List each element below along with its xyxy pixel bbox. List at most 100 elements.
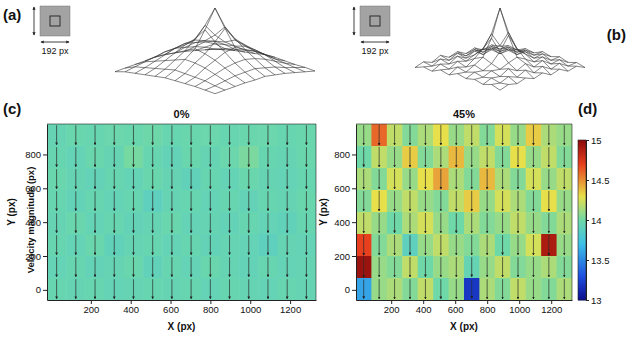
cell <box>220 256 240 279</box>
vector <box>440 125 441 145</box>
cell <box>182 278 202 300</box>
wire-column <box>205 67 305 90</box>
vector <box>287 191 288 211</box>
tick-mark <box>586 140 589 141</box>
cell <box>557 124 572 147</box>
axis-title: Y (px) <box>318 198 329 226</box>
vector <box>394 169 395 189</box>
vector <box>287 213 288 232</box>
cell <box>105 146 125 169</box>
tick: 200 <box>83 300 99 315</box>
vector <box>363 125 364 145</box>
vector <box>210 191 211 211</box>
cell <box>495 124 511 147</box>
cell <box>433 234 449 257</box>
tick-mark <box>586 300 589 301</box>
vector <box>394 125 395 145</box>
vector <box>440 213 441 233</box>
vector <box>456 213 457 233</box>
cell <box>47 212 67 235</box>
vector <box>502 147 503 167</box>
wire-column <box>155 25 255 76</box>
vector <box>229 213 230 233</box>
vector <box>171 125 172 145</box>
cell <box>510 124 526 147</box>
wire-row <box>155 30 255 80</box>
vector <box>75 213 76 233</box>
cell <box>66 234 86 257</box>
tick: 800 <box>25 149 47 160</box>
cell <box>356 278 372 300</box>
tick-mark <box>352 154 356 155</box>
vector <box>471 191 472 211</box>
vector <box>518 235 519 255</box>
vector <box>133 279 134 299</box>
vector <box>440 257 441 277</box>
vector <box>171 169 172 189</box>
cell <box>297 146 316 169</box>
cell <box>239 212 259 235</box>
cell <box>220 146 240 169</box>
vector <box>210 279 211 299</box>
vector <box>133 191 134 211</box>
cell <box>297 256 316 279</box>
tick: 600 <box>163 300 179 315</box>
cell <box>66 278 86 300</box>
cell <box>541 146 557 169</box>
cell <box>402 190 418 213</box>
tick-label: 200 <box>83 304 99 315</box>
cell <box>220 234 240 257</box>
tick-mark <box>586 180 589 181</box>
tick-mark <box>352 188 356 189</box>
colorbar-frame <box>578 140 586 300</box>
vector <box>75 169 76 189</box>
vector <box>171 191 172 211</box>
cell <box>371 168 387 191</box>
vector <box>502 279 503 299</box>
cell <box>402 256 418 279</box>
tick: 800 <box>334 149 356 160</box>
cell <box>541 168 557 191</box>
inset-window <box>50 16 60 26</box>
cell <box>526 212 542 235</box>
vector <box>456 147 457 167</box>
vector <box>410 257 411 277</box>
tick-mark <box>43 154 47 155</box>
cell <box>541 234 557 257</box>
cell <box>418 146 434 169</box>
vector <box>306 147 307 167</box>
inset-label: 192 px <box>41 46 69 56</box>
vector <box>95 125 96 145</box>
cell <box>433 124 449 147</box>
cell <box>162 212 182 235</box>
cell <box>402 212 418 235</box>
tick-label: 200 <box>384 304 400 315</box>
panel-label: (c) <box>3 100 21 117</box>
vector <box>379 191 380 211</box>
cell <box>201 146 221 169</box>
cell <box>124 256 144 279</box>
cell <box>356 190 372 213</box>
cell <box>479 212 495 235</box>
wireframe <box>115 8 315 94</box>
cell <box>143 256 163 279</box>
vector <box>248 147 249 167</box>
tick: 14.5 <box>586 175 610 186</box>
vector <box>114 279 115 299</box>
wire-column <box>215 71 315 94</box>
vector <box>440 191 441 211</box>
cell <box>479 168 495 191</box>
wire-row <box>135 59 235 86</box>
vector <box>363 191 364 211</box>
vector <box>518 213 519 233</box>
vector <box>533 235 534 255</box>
vector <box>171 235 172 255</box>
vector <box>267 147 268 167</box>
vector <box>210 147 211 167</box>
vector <box>363 147 364 167</box>
tick: 1200 <box>280 300 301 315</box>
vector <box>95 147 96 167</box>
vector <box>152 191 153 210</box>
cell <box>356 212 372 235</box>
cell <box>526 190 542 213</box>
